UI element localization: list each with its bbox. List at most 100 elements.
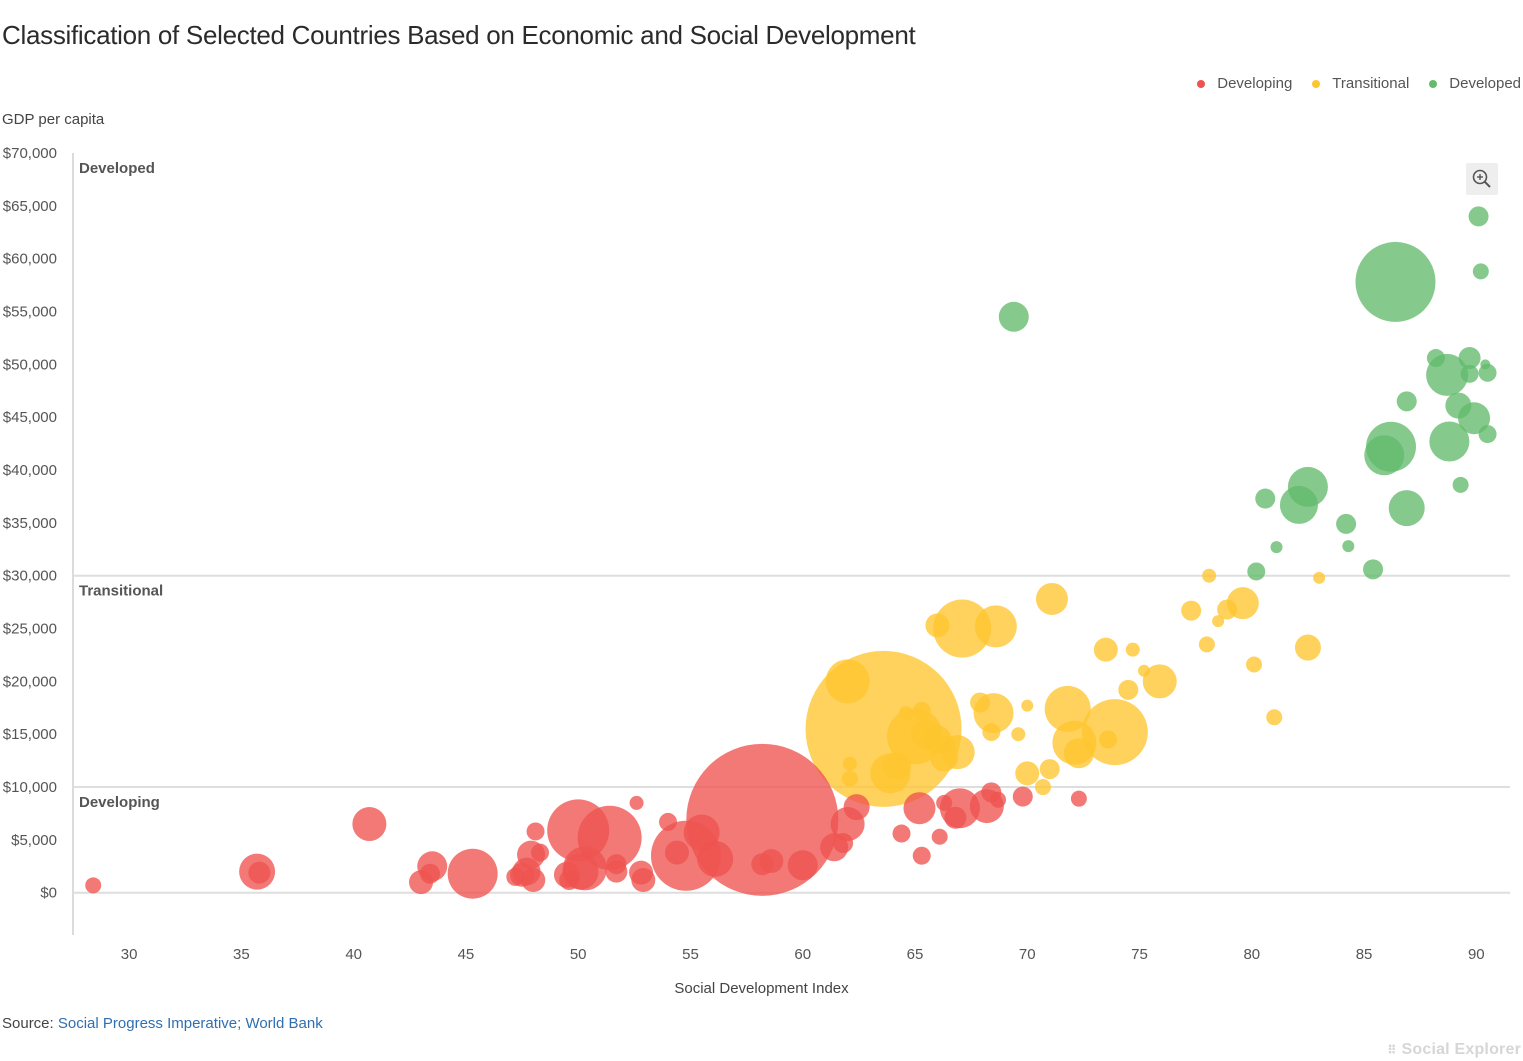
x-tick-label: 75 [1131,946,1148,963]
data-point-developing[interactable] [547,799,610,862]
data-point-developing[interactable] [352,807,387,842]
data-point-developed[interactable] [1388,490,1425,527]
data-point-developing[interactable] [944,806,967,829]
data-point-developing[interactable] [447,848,498,899]
data-point-developed[interactable] [1396,391,1417,412]
data-point-developing[interactable] [606,854,627,875]
data-point-transitional[interactable] [970,692,991,713]
data-point-developing[interactable] [936,794,953,811]
data-point-developed[interactable] [1255,488,1276,509]
data-point-developing[interactable] [85,877,102,894]
data-point-developing[interactable] [833,833,854,854]
data-point-developed[interactable] [1270,541,1283,554]
data-point-transitional[interactable] [1217,599,1238,620]
brand-grid-icon: ⠿ [1387,1043,1397,1057]
data-point-developed[interactable] [1458,347,1481,370]
data-point-developing[interactable] [1012,786,1033,807]
zoom-button[interactable] [1466,163,1498,195]
data-point-transitional[interactable] [1034,779,1051,796]
data-point-transitional[interactable] [1246,656,1263,673]
data-point-transitional[interactable] [1118,679,1139,700]
data-point-developed[interactable] [1480,359,1491,370]
y-tick-label: $5,000 [11,832,57,849]
data-point-developed[interactable] [1342,540,1355,553]
data-point-transitional[interactable] [1044,685,1091,732]
data-point-developing[interactable] [1070,790,1087,807]
data-point-developing[interactable] [787,850,818,881]
data-point-developed[interactable] [998,301,1029,332]
data-point-transitional[interactable] [1039,759,1060,780]
data-point-developed[interactable] [1364,435,1405,476]
data-point-transitional[interactable] [1035,582,1068,615]
data-point-developed[interactable] [1429,421,1470,462]
x-tick-label: 65 [907,946,924,963]
data-point-transitional[interactable] [937,735,956,754]
data-point-transitional[interactable] [1198,636,1215,653]
data-point-developing[interactable] [697,840,734,877]
data-point-developing[interactable] [526,822,545,841]
data-point-transitional[interactable] [1063,738,1094,769]
data-point-transitional[interactable] [1142,664,1177,699]
data-point-developing[interactable] [531,843,550,862]
data-point-transitional[interactable] [842,756,857,771]
data-point-developed[interactable] [1363,559,1384,580]
data-point-developing[interactable] [629,795,644,810]
data-point-developing[interactable] [843,794,870,821]
data-point-transitional[interactable] [1125,642,1140,657]
data-point-transitional[interactable] [912,701,931,720]
data-point-developed[interactable] [1478,425,1497,444]
data-point-developing[interactable] [931,828,948,845]
data-point-developing[interactable] [659,812,678,831]
data-point-transitional[interactable] [933,599,992,658]
data-point-transitional[interactable] [982,723,1001,742]
legend-item-developed[interactable]: Developed [1429,75,1521,92]
data-point-developing[interactable] [751,853,774,876]
data-point-developing[interactable] [248,861,271,884]
data-point-transitional[interactable] [1138,664,1151,677]
data-point-transitional[interactable] [1021,699,1034,712]
source-link[interactable]: Social Progress Imperative; World Bank [57,1015,323,1032]
data-point-transitional[interactable] [1202,568,1217,583]
data-point-developing[interactable] [521,868,546,893]
data-point-developed[interactable] [1355,241,1436,322]
data-point-developing[interactable] [990,791,1007,808]
data-point-developed[interactable] [1426,349,1445,368]
data-point-developing[interactable] [664,840,689,865]
data-point-transitional[interactable] [1313,571,1326,584]
data-point-transitional[interactable] [1093,637,1118,662]
data-point-developed[interactable] [1460,364,1479,383]
data-point-developed[interactable] [1468,206,1489,227]
data-point-developing[interactable] [420,863,441,884]
data-point-transitional[interactable] [825,659,870,704]
legend-item-transitional[interactable]: Transitional [1312,75,1409,92]
data-point-developing[interactable] [559,870,580,891]
data-point-transitional[interactable] [974,605,1017,648]
data-point-developed[interactable] [1247,562,1266,581]
data-point-transitional[interactable] [925,613,950,638]
data-point-developed[interactable] [1472,263,1489,280]
data-point-developed[interactable] [1452,476,1469,493]
threshold-label: Transitional [79,583,163,600]
y-tick-label: $55,000 [3,304,57,321]
data-points [85,206,1497,899]
data-point-transitional[interactable] [1081,699,1148,766]
data-point-transitional[interactable] [1015,761,1040,786]
data-point-developed[interactable] [1445,392,1472,419]
data-point-transitional[interactable] [1212,615,1225,628]
data-point-developing[interactable] [892,824,911,843]
data-point-transitional[interactable] [883,751,912,780]
data-point-transitional[interactable] [1294,634,1321,661]
data-point-transitional[interactable] [899,706,914,721]
data-point-developing[interactable] [903,792,936,825]
data-point-transitional[interactable] [1011,727,1026,742]
data-point-developing[interactable] [912,846,931,865]
data-point-developed[interactable] [1279,485,1318,524]
data-point-transitional[interactable] [1266,709,1283,726]
data-point-transitional[interactable] [1181,600,1202,621]
data-point-transitional[interactable] [1099,730,1118,749]
data-point-developed[interactable] [1336,513,1357,534]
data-point-developing[interactable] [506,867,525,886]
legend-item-developing[interactable]: Developing [1197,75,1292,92]
data-point-transitional[interactable] [841,770,858,787]
data-point-developing[interactable] [631,868,656,893]
